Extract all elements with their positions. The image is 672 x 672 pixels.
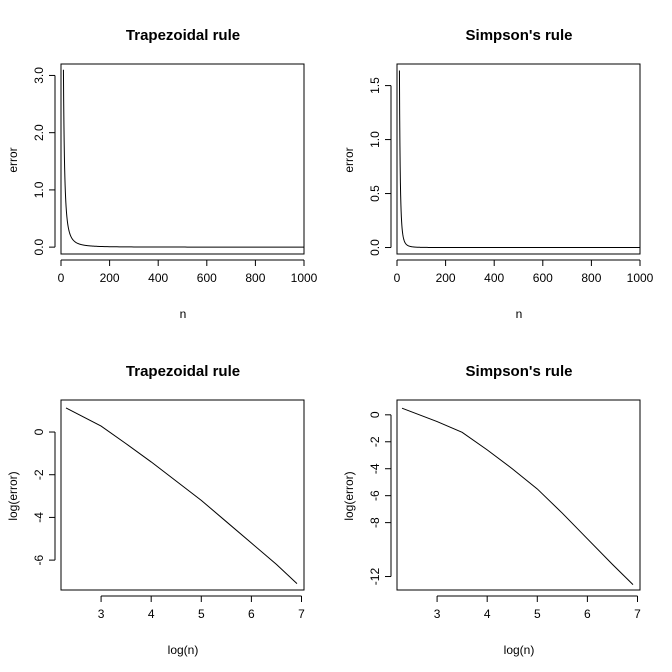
y-tick-label: -6 xyxy=(368,490,382,501)
y-tick-label: -2 xyxy=(32,469,46,480)
chart-title: Simpson's rule xyxy=(466,27,573,44)
x-axis-label: log(n) xyxy=(504,643,535,657)
y-tick-label: -2 xyxy=(368,436,382,447)
y-axis-label: log(error) xyxy=(342,471,356,520)
chart-title: Trapezoidal rule xyxy=(126,363,240,380)
y-tick-label: 0 xyxy=(32,428,46,435)
x-axis-label: log(n) xyxy=(168,643,199,657)
y-tick-label: -4 xyxy=(368,463,382,474)
x-tick-label: 200 xyxy=(436,271,456,285)
panel-simpson-error: Simpson's rule n error 0 200 400 600 800 1000… xyxy=(342,27,654,321)
error-line xyxy=(398,70,640,249)
plot-frame xyxy=(60,63,305,255)
x-tick-label: 0 xyxy=(394,271,401,285)
y-axis-label: log(error) xyxy=(6,471,20,520)
y-tick-label: -12 xyxy=(368,568,382,586)
log-error-line xyxy=(65,407,298,584)
x-tick-label: 5 xyxy=(198,607,205,621)
x-tick-label: 4 xyxy=(484,607,491,621)
x-tick-label: 600 xyxy=(197,271,217,285)
plot-frame xyxy=(60,399,305,591)
y-tick-label: 1.0 xyxy=(368,131,382,148)
x-axis-label: n xyxy=(180,307,187,321)
y-axis-label: error xyxy=(342,147,356,172)
y-tick-label: -4 xyxy=(32,512,46,523)
x-tick-label: 1000 xyxy=(291,271,318,285)
y-tick-label: 0.0 xyxy=(368,239,382,256)
panel-simpson-log: Simpson's rule log(n) log(error) 3 4 5 6 7 0 -… xyxy=(342,363,641,657)
x-tick-label: 0 xyxy=(58,271,65,285)
x-tick-label: 600 xyxy=(533,271,553,285)
x-tick-label: 7 xyxy=(298,607,305,621)
chart-title: Simpson's rule xyxy=(466,363,573,380)
plot-frame xyxy=(396,63,641,255)
y-tick-label: 0.0 xyxy=(32,238,46,255)
x-axis-label: n xyxy=(516,307,523,321)
panel-trapezoidal-error: Trapezoidal rule n error 0 200 400 600 800 10… xyxy=(6,27,318,321)
y-tick-label: 3.0 xyxy=(32,67,46,84)
y-tick-label: 0 xyxy=(368,411,382,418)
chart-title: Trapezoidal rule xyxy=(126,27,240,44)
x-tick-label: 800 xyxy=(581,271,601,285)
x-tick-label: 7 xyxy=(634,607,641,621)
x-tick-label: 6 xyxy=(248,607,255,621)
x-tick-label: 5 xyxy=(534,607,541,621)
x-tick-label: 3 xyxy=(98,607,105,621)
x-tick-label: 400 xyxy=(148,271,168,285)
panel-trapezoidal-log: Trapezoidal rule log(n) log(error) 3 4 5 6 7… xyxy=(6,363,305,657)
y-tick-label: -6 xyxy=(32,554,46,565)
y-tick-label: 1.5 xyxy=(368,77,382,94)
y-axis-label: error xyxy=(6,147,20,172)
error-line xyxy=(62,69,304,248)
x-tick-label: 6 xyxy=(584,607,591,621)
y-tick-label: -8 xyxy=(368,517,382,528)
x-tick-label: 800 xyxy=(245,271,265,285)
plot-frame xyxy=(396,399,641,591)
x-tick-label: 1000 xyxy=(627,271,654,285)
x-tick-label: 3 xyxy=(434,607,441,621)
x-tick-label: 4 xyxy=(148,607,155,621)
x-tick-label: 200 xyxy=(100,271,120,285)
y-tick-label: 2.0 xyxy=(32,124,46,141)
y-tick-label: 0.5 xyxy=(368,185,382,202)
x-tick-label: 400 xyxy=(484,271,504,285)
y-tick-label: 1.0 xyxy=(32,181,46,198)
log-error-line xyxy=(401,407,634,585)
